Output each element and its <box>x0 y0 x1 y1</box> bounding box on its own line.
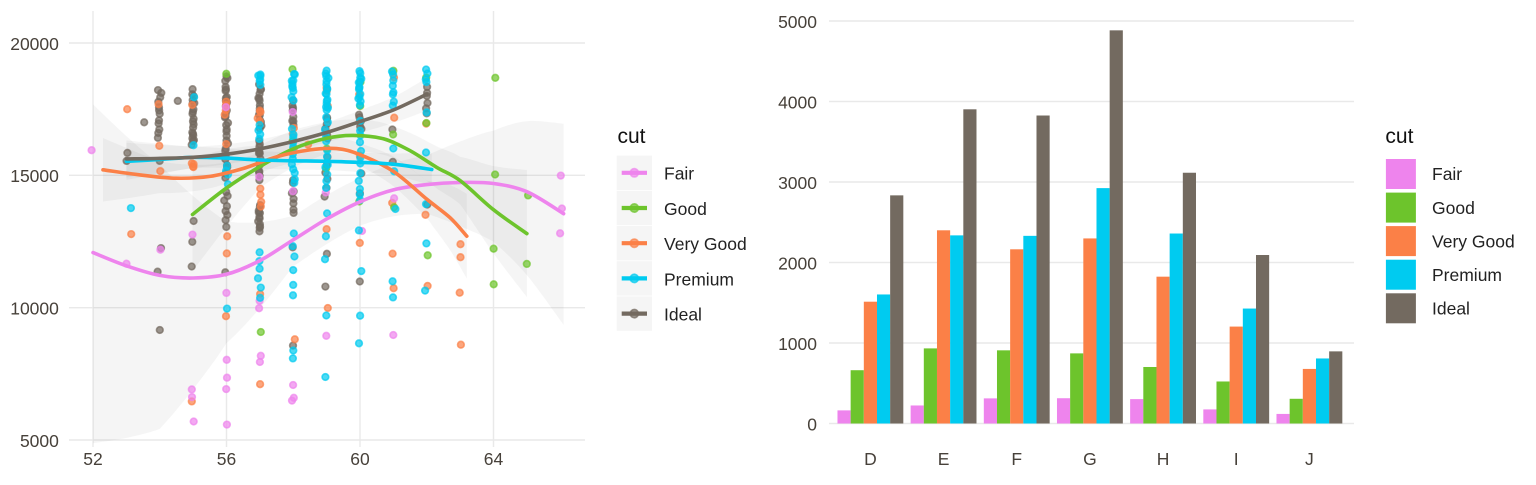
svg-text:2000: 2000 <box>778 253 817 273</box>
svg-text:Ideal: Ideal <box>664 305 702 325</box>
svg-text:52: 52 <box>83 449 102 469</box>
svg-text:I: I <box>1234 449 1239 469</box>
svg-text:Good: Good <box>664 199 707 219</box>
svg-text:20000: 20000 <box>10 34 59 54</box>
svg-text:60: 60 <box>350 449 370 469</box>
svg-text:4000: 4000 <box>778 92 817 112</box>
svg-text:0: 0 <box>807 414 817 434</box>
svg-text:5000: 5000 <box>778 12 817 32</box>
svg-text:56: 56 <box>217 449 236 469</box>
svg-text:cut: cut <box>618 125 646 148</box>
svg-text:1000: 1000 <box>778 334 817 354</box>
svg-text:Fair: Fair <box>1432 164 1462 184</box>
svg-text:Premium: Premium <box>1432 265 1502 285</box>
svg-text:Very Good: Very Good <box>1432 231 1515 251</box>
svg-text:D: D <box>864 449 877 469</box>
svg-text:Good: Good <box>1432 198 1475 218</box>
svg-text:H: H <box>1157 449 1170 469</box>
svg-text:64: 64 <box>484 449 504 469</box>
svg-text:E: E <box>938 449 950 469</box>
svg-text:10000: 10000 <box>10 299 59 319</box>
svg-text:F: F <box>1011 449 1022 469</box>
svg-text:Premium: Premium <box>664 269 734 289</box>
svg-text:15000: 15000 <box>10 166 59 186</box>
svg-text:Ideal: Ideal <box>1432 299 1470 319</box>
svg-text:cut: cut <box>1385 125 1413 148</box>
svg-text:J: J <box>1305 449 1314 469</box>
svg-text:3000: 3000 <box>778 173 817 193</box>
svg-text:G: G <box>1083 449 1097 469</box>
svg-text:5000: 5000 <box>20 431 59 451</box>
svg-text:Very Good: Very Good <box>664 234 747 254</box>
svg-text:Fair: Fair <box>664 164 694 184</box>
